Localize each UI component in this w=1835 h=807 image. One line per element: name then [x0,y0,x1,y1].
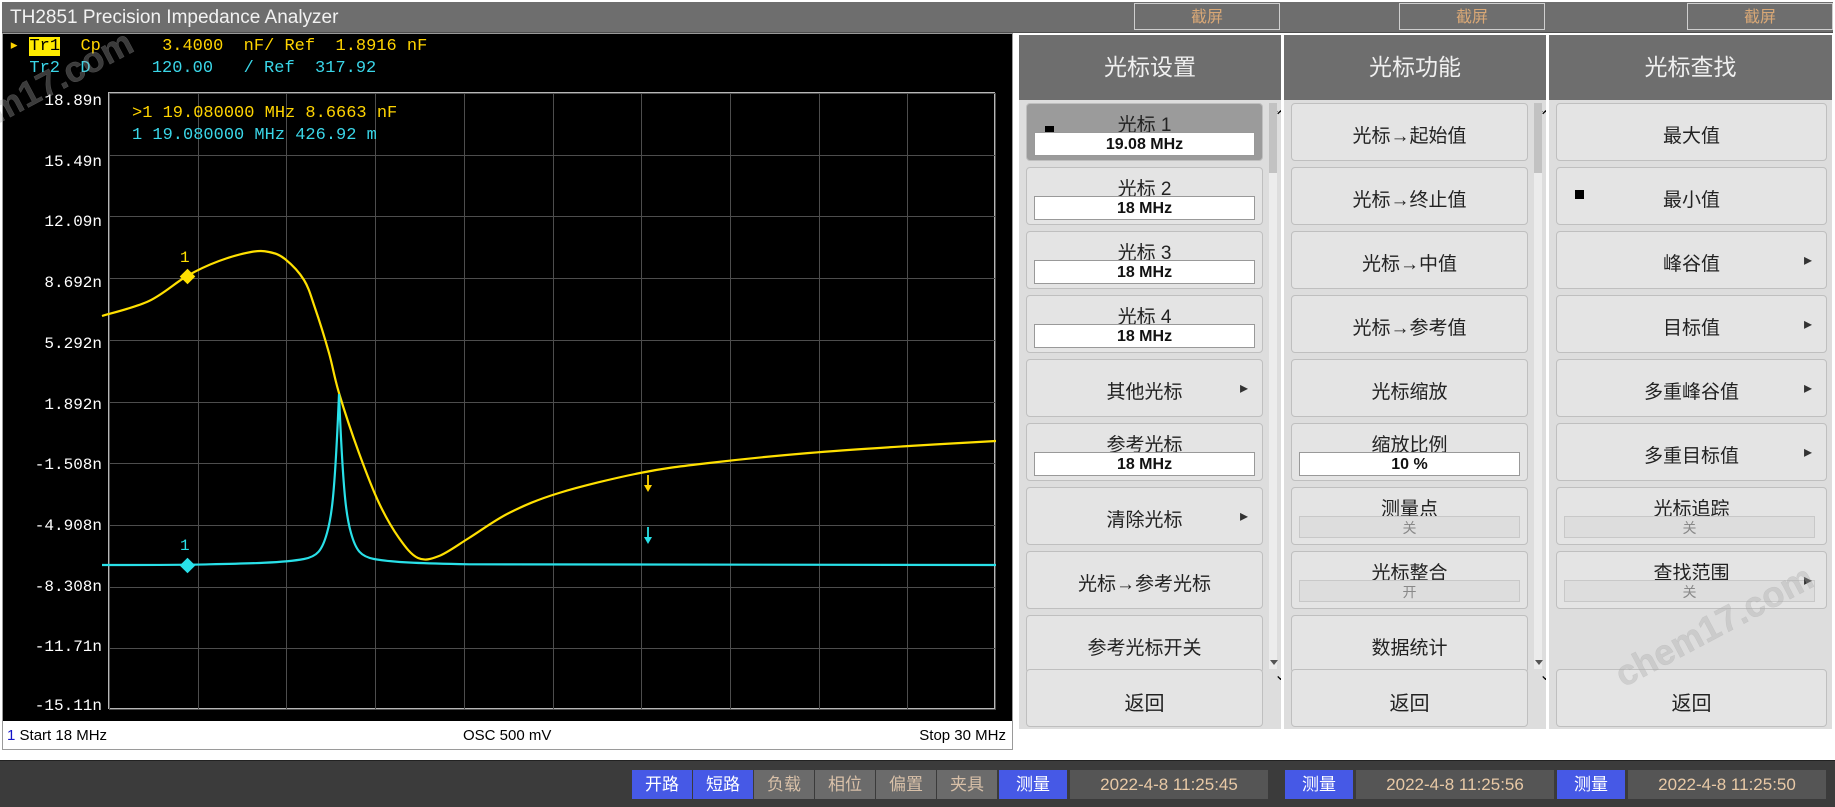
svg-text:>1 19.080000 MHz 8.6663 nF: >1 19.080000 MHz 8.6663 nF [132,104,397,123]
svg-text:1 19.080000 MHz 426.92 m: 1 19.080000 MHz 426.92 m [132,126,377,145]
svg-text:1: 1 [180,249,190,267]
svg-text:1: 1 [180,537,190,555]
